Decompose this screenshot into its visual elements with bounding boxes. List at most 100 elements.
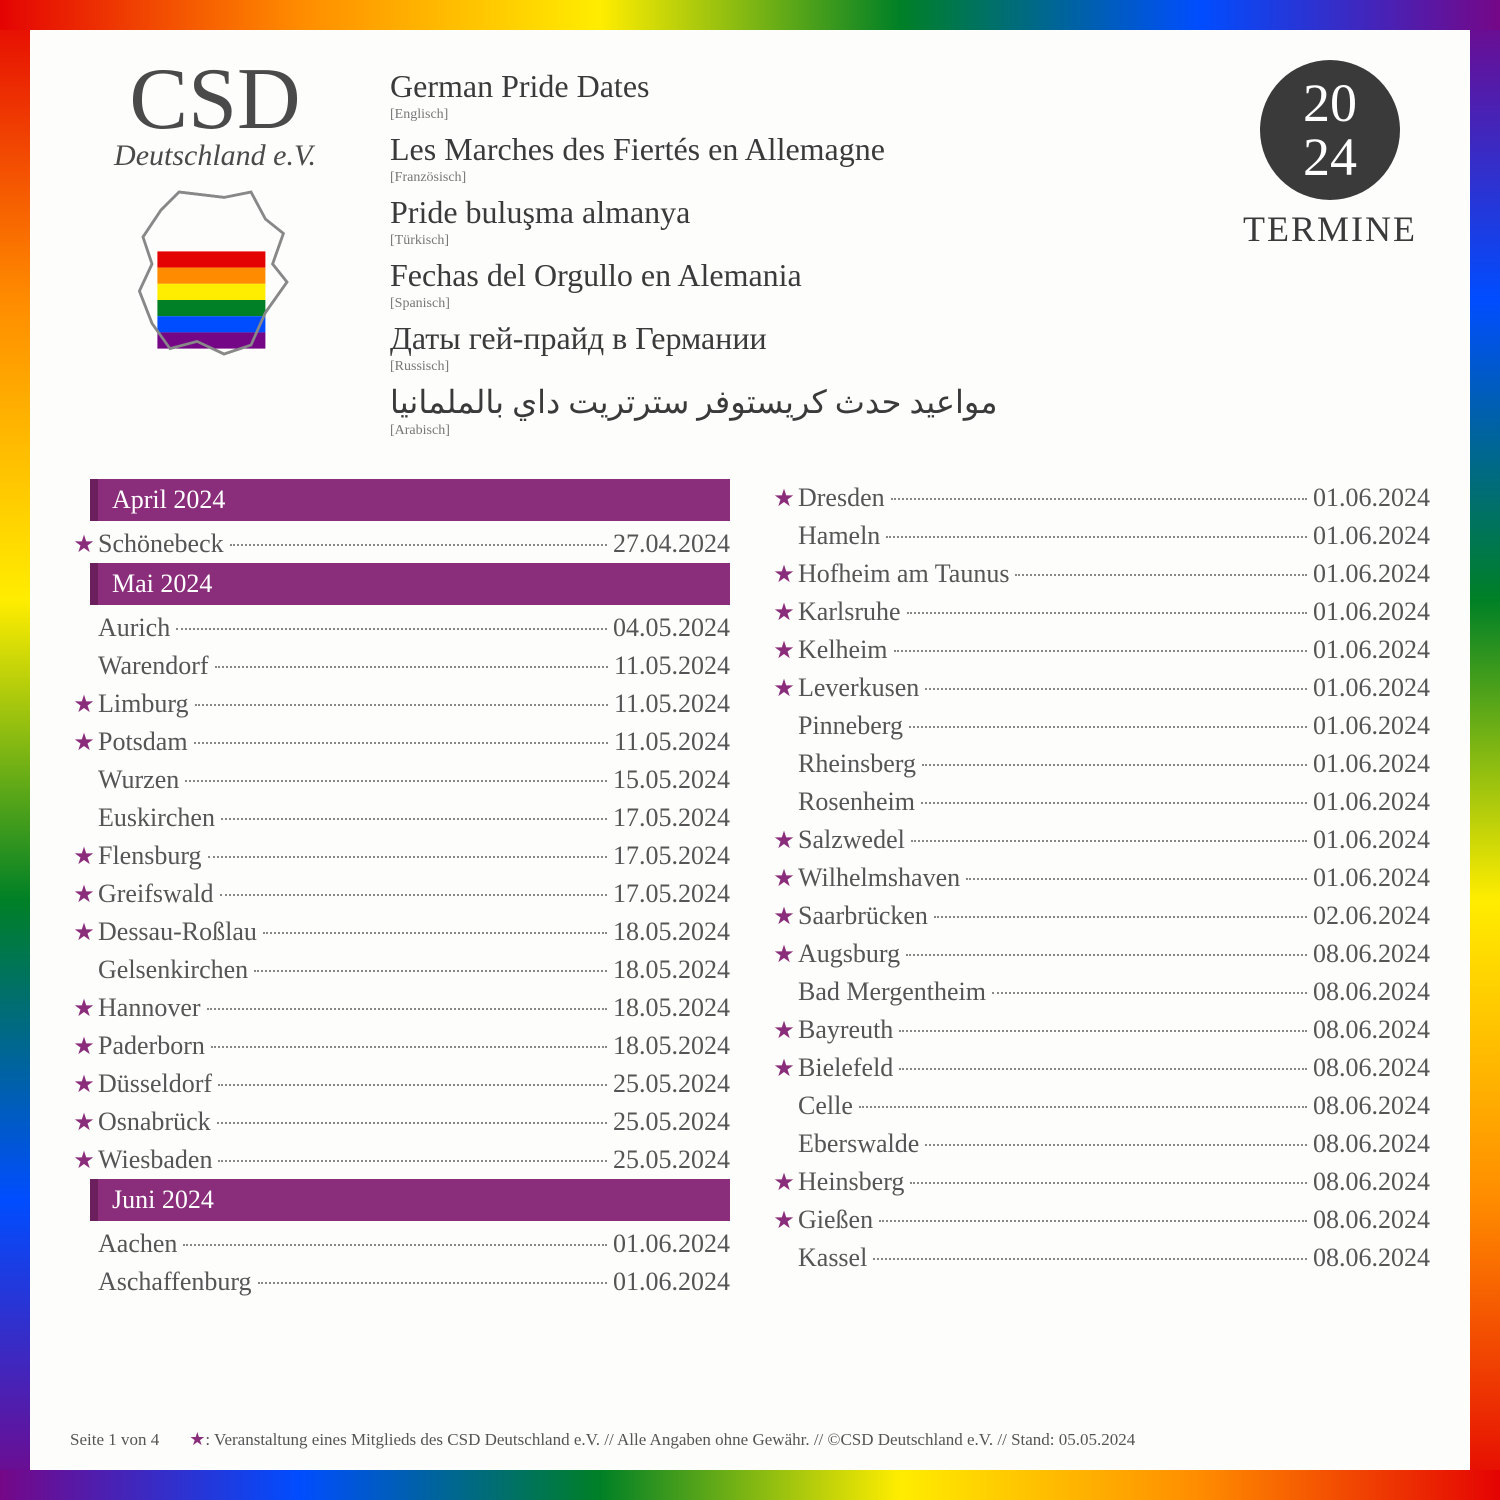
header: CSD Deutschland e.V. German Pr	[70, 60, 1430, 439]
event-date: 17.05.2024	[613, 879, 730, 909]
logo-sub: Deutschland e.V.	[70, 139, 360, 173]
event-row: ★Leverkusen01.06.2024	[770, 669, 1430, 707]
leader-dots	[207, 1008, 607, 1010]
event-city: Celle	[798, 1091, 853, 1121]
leader-dots	[922, 764, 1307, 766]
leader-dots	[195, 704, 608, 706]
event-city: Bad Mergentheim	[798, 977, 986, 1007]
event-row: ★Augsburg08.06.2024	[770, 935, 1430, 973]
event-date: 01.06.2024	[613, 1267, 730, 1297]
event-date: 01.06.2024	[1313, 787, 1430, 817]
year-circle: 20 24	[1260, 60, 1400, 200]
event-date: 01.06.2024	[1313, 521, 1430, 551]
rainbow-border-top	[0, 0, 1500, 30]
leader-dots	[911, 840, 1307, 842]
star-icon: ★	[770, 1168, 798, 1197]
leader-dots	[230, 544, 607, 546]
event-row: ★Bielefeld08.06.2024	[770, 1049, 1430, 1087]
event-date: 11.05.2024	[614, 689, 730, 719]
event-row: ★Bayreuth08.06.2024	[770, 1011, 1430, 1049]
leader-dots	[217, 1122, 607, 1124]
leader-dots	[879, 1220, 1307, 1222]
events-columns: April 2024★Schönebeck27.04.2024Mai 2024A…	[70, 479, 1430, 1409]
event-city: Heinsberg	[798, 1167, 904, 1197]
event-row: Kassel 08.06.2024	[770, 1239, 1430, 1277]
title-line: Fechas del Orgullo en Alemania	[390, 257, 1200, 294]
event-row: ★Greifswald17.05.2024	[70, 875, 730, 913]
leader-dots	[218, 1084, 607, 1086]
event-row: ★Dessau-Roßlau18.05.2024	[70, 913, 730, 951]
event-row: Celle08.06.2024	[770, 1087, 1430, 1125]
star-icon: ★	[770, 864, 798, 893]
leader-dots	[894, 650, 1307, 652]
event-date: 04.05.2024	[613, 613, 730, 643]
event-city: Rosenheim	[798, 787, 915, 817]
event-city: Gelsenkirchen	[98, 955, 248, 985]
leader-dots	[218, 1160, 607, 1162]
event-city: Salzwedel	[798, 825, 905, 855]
event-date: 01.06.2024	[613, 1229, 730, 1259]
title-translations: German Pride Dates[Englisch]Les Marches …	[390, 60, 1200, 439]
event-row: ★Hofheim am Taunus01.06.2024	[770, 555, 1430, 593]
event-date: 08.06.2024	[1313, 1129, 1430, 1159]
event-date: 01.06.2024	[1313, 863, 1430, 893]
event-date: 17.05.2024	[613, 803, 730, 833]
event-city: Bielefeld	[798, 1053, 893, 1083]
leader-dots	[254, 970, 607, 972]
event-date: 25.05.2024	[613, 1145, 730, 1175]
star-icon: ★	[70, 842, 98, 871]
event-row: ★Dresden01.06.2024	[770, 479, 1430, 517]
event-date: 08.06.2024	[1313, 1243, 1430, 1273]
leader-dots	[1015, 574, 1307, 576]
title-lang: [Arabisch]	[390, 423, 1200, 439]
event-row: Hameln01.06.2024	[770, 517, 1430, 555]
event-row: ★Wilhelmshaven01.06.2024	[770, 859, 1430, 897]
year-label: TERMINE	[1230, 208, 1430, 250]
event-date: 11.05.2024	[614, 727, 730, 757]
footer: Seite 1 von 4 ★: Veranstaltung eines Mit…	[70, 1409, 1430, 1450]
title-line: Даты гей-прайд в Германии	[390, 320, 1200, 357]
event-row: ★Kelheim01.06.2024	[770, 631, 1430, 669]
event-date: 08.06.2024	[1313, 939, 1430, 969]
leader-dots	[910, 1182, 1307, 1184]
event-row: ★Karlsruhe01.06.2024	[770, 593, 1430, 631]
star-icon: ★	[770, 826, 798, 855]
leader-dots	[258, 1282, 607, 1284]
star-icon: ★	[770, 1206, 798, 1235]
event-city: Dresden	[798, 483, 885, 513]
star-icon: ★	[770, 1054, 798, 1083]
leader-dots	[891, 498, 1307, 500]
leader-dots	[921, 802, 1307, 804]
event-row: ★Wiesbaden25.05.2024	[70, 1141, 730, 1179]
event-row: Euskirchen17.05.2024	[70, 799, 730, 837]
event-row: ★Saarbrücken02.06.2024	[770, 897, 1430, 935]
event-city: Wurzen	[98, 765, 179, 795]
title-lang: [Türkisch]	[390, 233, 1200, 249]
event-city: Hofheim am Taunus	[798, 559, 1009, 589]
event-city: Kassel	[798, 1243, 867, 1273]
leader-dots	[215, 666, 608, 668]
title-line: مواعيد حدث كريستوفر سترتريت داي بالملمان…	[390, 383, 1200, 421]
leader-dots	[909, 726, 1307, 728]
event-date: 18.05.2024	[613, 917, 730, 947]
event-city: Eberswalde	[798, 1129, 919, 1159]
leader-dots	[859, 1106, 1307, 1108]
logo-main: CSD	[70, 60, 360, 139]
event-row: ★Düsseldorf25.05.2024	[70, 1065, 730, 1103]
event-city: Osnabrück	[98, 1107, 211, 1137]
event-row: Gelsenkirchen18.05.2024	[70, 951, 730, 989]
event-date: 01.06.2024	[1313, 749, 1430, 779]
event-city: Pinneberg	[798, 711, 903, 741]
event-row: ★Heinsberg08.06.2024	[770, 1163, 1430, 1201]
event-row: Eberswalde 08.06.2024	[770, 1125, 1430, 1163]
star-icon: ★	[189, 1429, 205, 1449]
leader-dots	[899, 1068, 1307, 1070]
event-date: 01.06.2024	[1313, 825, 1430, 855]
leader-dots	[176, 628, 607, 630]
rainbow-border-left	[0, 0, 30, 1500]
star-icon: ★	[70, 994, 98, 1023]
star-icon: ★	[70, 1146, 98, 1175]
event-date: 11.05.2024	[614, 651, 730, 681]
event-row: ★Osnabrück25.05.2024	[70, 1103, 730, 1141]
leader-dots	[221, 818, 607, 820]
